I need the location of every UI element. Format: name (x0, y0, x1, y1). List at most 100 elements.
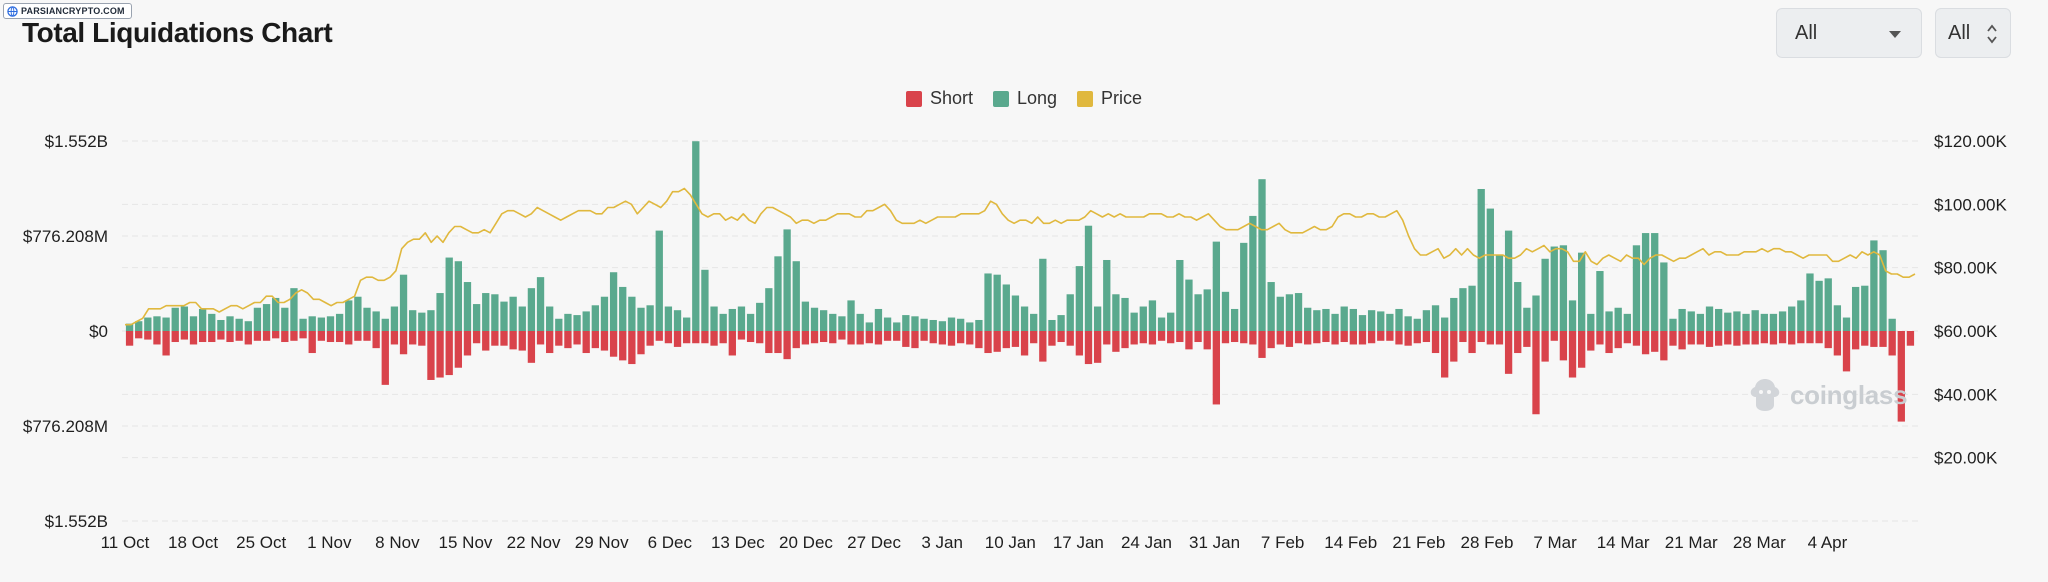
legend-item-short[interactable]: Short (905, 88, 973, 109)
long-bar (810, 307, 819, 331)
short-bar (1148, 331, 1157, 345)
long-bar (180, 306, 189, 331)
long-bar (1888, 318, 1896, 331)
long-bar (655, 230, 663, 331)
legend-item-price[interactable]: Price (1077, 88, 1142, 109)
long-bar (637, 307, 645, 331)
watermark-text: coinglass (1790, 379, 1908, 410)
long-bar (1075, 266, 1084, 331)
short-bar (1377, 331, 1385, 341)
short-bar (966, 331, 974, 345)
short-bar (1176, 331, 1184, 343)
short-bar (354, 331, 362, 341)
long-bar (819, 310, 828, 331)
short-bar (1851, 331, 1860, 350)
source-badge-text: PARSIANCRYPTO.COM (21, 6, 125, 16)
long-bar (1568, 300, 1577, 331)
y-right-tick-label: $100.00K (1934, 195, 2007, 214)
short-bar (1486, 331, 1494, 345)
long-bar (1733, 311, 1741, 331)
short-bar (1614, 331, 1622, 349)
long-bar (1313, 310, 1321, 331)
x-tick-label: 17 Jan (1053, 533, 1104, 552)
long-bar (1797, 300, 1805, 331)
short-bar (929, 331, 937, 344)
long-bar (555, 318, 563, 331)
long-bar (1176, 259, 1184, 331)
long-bar (454, 261, 462, 331)
long-bar (1130, 312, 1138, 331)
long-bar (1751, 310, 1759, 331)
long-bar (1504, 230, 1513, 331)
long-bar (1870, 240, 1878, 331)
short-bar (272, 331, 280, 339)
short-bar (189, 331, 198, 345)
long-bar (911, 316, 919, 331)
short-bar (1778, 331, 1787, 344)
short-bar (1888, 331, 1896, 356)
short-bar (1048, 331, 1056, 346)
short-bar (728, 331, 736, 356)
long-bar (1048, 319, 1056, 331)
long-bar (1578, 252, 1586, 331)
short-bar (1897, 331, 1905, 422)
long-bar (838, 316, 846, 331)
short-bar (719, 331, 727, 344)
long-bar (217, 319, 225, 331)
short-bar (1523, 331, 1531, 347)
short-bar (1267, 331, 1275, 349)
long-bar (902, 315, 910, 331)
long-bar (472, 304, 481, 331)
short-bar (445, 331, 453, 376)
short-bar (1294, 331, 1303, 344)
long-bar (1587, 313, 1595, 331)
short-bar (555, 331, 563, 346)
long-bar (1669, 318, 1677, 331)
long-bar (1340, 306, 1348, 331)
source-badge: PARSIANCRYPTO.COM (3, 3, 132, 19)
long-bar (801, 301, 810, 331)
long-bar (1486, 208, 1494, 331)
short-bar (1167, 331, 1175, 344)
legend-swatch-long (992, 90, 1009, 107)
short-bar (765, 331, 773, 354)
long-bar (1185, 279, 1193, 331)
short-bar (363, 331, 371, 341)
short-bar (920, 331, 928, 341)
short-bar (1842, 331, 1851, 372)
long-bar (1651, 233, 1659, 331)
short-bar (1714, 331, 1723, 346)
short-bar (1093, 331, 1102, 363)
long-bar (1596, 271, 1604, 331)
short-bar (125, 331, 134, 346)
long-bar (1203, 289, 1211, 331)
short-bar (1504, 331, 1513, 374)
long-bar (1267, 282, 1275, 331)
long-bar (692, 141, 700, 331)
legend-item-long[interactable]: Long (992, 88, 1057, 109)
range-select[interactable]: All (1776, 8, 1922, 58)
short-bar (1039, 331, 1047, 362)
legend-swatch-short (905, 90, 922, 107)
short-bar (372, 331, 380, 349)
short-bar (947, 331, 956, 346)
short-bar (1879, 331, 1887, 347)
short-bar (1678, 331, 1686, 350)
long-bar (673, 310, 682, 331)
long-bar (646, 305, 654, 331)
short-bar (409, 331, 417, 345)
short-bar (509, 331, 517, 350)
long-bar (1660, 262, 1668, 331)
long-bar (564, 313, 572, 331)
price-line (125, 187, 1916, 326)
short-bar (1139, 331, 1147, 344)
long-bar (144, 317, 152, 331)
long-bar (683, 317, 691, 331)
interval-select[interactable]: All (1935, 8, 2011, 58)
x-tick-label: 15 Nov (439, 533, 493, 552)
long-bar (847, 300, 855, 331)
short-bar (1733, 331, 1741, 346)
long-bar (1020, 306, 1029, 331)
long-bar (1349, 308, 1357, 331)
